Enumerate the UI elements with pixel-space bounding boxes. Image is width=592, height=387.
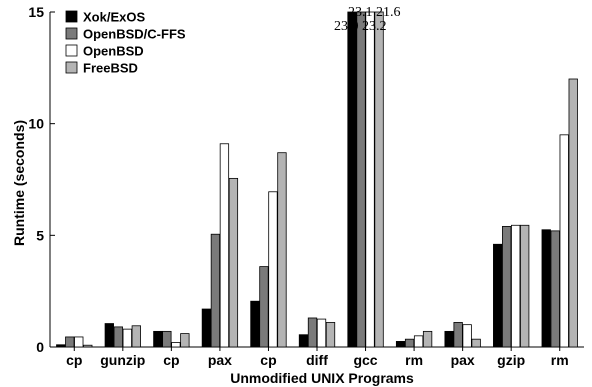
gcc-annotation-bottom: 23.0 23.2: [334, 19, 387, 34]
bar: [171, 342, 181, 348]
bars: [56, 11, 578, 348]
y-tick-label: 10: [28, 116, 44, 132]
bar: [471, 338, 481, 348]
bar: [453, 322, 463, 348]
bar: [559, 134, 569, 348]
x-tick-label: gzip: [497, 352, 525, 368]
legend-label: OpenBSD: [83, 44, 144, 59]
legend-label: Xok/ExOS: [83, 10, 145, 25]
bar: [122, 328, 132, 348]
bar: [502, 225, 512, 348]
bar: [374, 11, 384, 348]
bar: [347, 11, 357, 348]
y-tick-label: 5: [36, 227, 44, 243]
bar: [307, 317, 318, 348]
bar: [316, 318, 327, 348]
y-tick-label: 0: [36, 339, 44, 355]
bar: [493, 243, 503, 348]
y-tick-label: 15: [28, 4, 44, 20]
bar: [104, 323, 114, 348]
bar: [568, 78, 578, 348]
axes: 0 5 10 15 cp gunzip cp pax cp diff gcc rm pax gzip rm: [28, 4, 584, 368]
x-tick-label: rm: [551, 352, 569, 368]
x-axis-label: Unmodified UNIX Programs: [230, 370, 414, 386]
bar: [259, 266, 269, 348]
bar: [56, 344, 66, 348]
bar: [210, 233, 221, 348]
bar: [422, 330, 433, 348]
bar: [365, 11, 375, 348]
bar: [325, 322, 336, 348]
y-axis-label: Runtime (seconds): [11, 120, 27, 246]
bar: [520, 224, 530, 348]
bar: [277, 152, 287, 348]
x-tick-label: diff: [306, 352, 328, 368]
x-tick-label: pax: [208, 352, 232, 368]
bar: [74, 336, 84, 348]
x-tick-label: gunzip: [100, 352, 145, 368]
bar: [65, 336, 75, 348]
bar: [228, 177, 239, 348]
legend: Xok/ExOS OpenBSD/C-FFS OpenBSD FreeBSD: [65, 10, 186, 76]
x-tick-label: pax: [451, 352, 475, 368]
x-tick-label: gcc: [353, 352, 377, 368]
bar: [413, 335, 424, 348]
bar: [356, 11, 366, 348]
legend-swatch: [65, 27, 78, 40]
bar: [131, 325, 141, 348]
legend-swatch: [65, 10, 78, 23]
bar: [462, 324, 472, 348]
x-tick-label: cp: [66, 352, 82, 368]
bar: [201, 308, 212, 348]
bar: [180, 333, 190, 348]
bar: [444, 330, 454, 348]
x-tick-label: cp: [163, 352, 179, 368]
bar: [550, 230, 560, 348]
bar: [153, 330, 163, 348]
bar: [268, 191, 278, 348]
bar: [113, 326, 123, 348]
bar: [162, 330, 172, 348]
x-tick-label: rm: [405, 352, 423, 368]
bar: [250, 300, 260, 348]
bar: [404, 338, 415, 348]
bar: [83, 344, 93, 348]
bar: [298, 334, 309, 348]
bar: [395, 341, 406, 348]
gcc-annotation-top: 23.1 21.6: [348, 5, 401, 20]
axis-labels: Runtime (seconds) Unmodified UNIX Progra…: [11, 5, 414, 386]
bar: [511, 224, 521, 348]
legend-label: FreeBSD: [83, 61, 138, 76]
bar: [219, 143, 230, 348]
bar: [541, 229, 551, 348]
legend-label: OpenBSD/C-FFS: [83, 27, 186, 42]
legend-swatch: [65, 61, 78, 74]
x-tick-label: cp: [260, 352, 276, 368]
legend-swatch: [65, 44, 78, 57]
